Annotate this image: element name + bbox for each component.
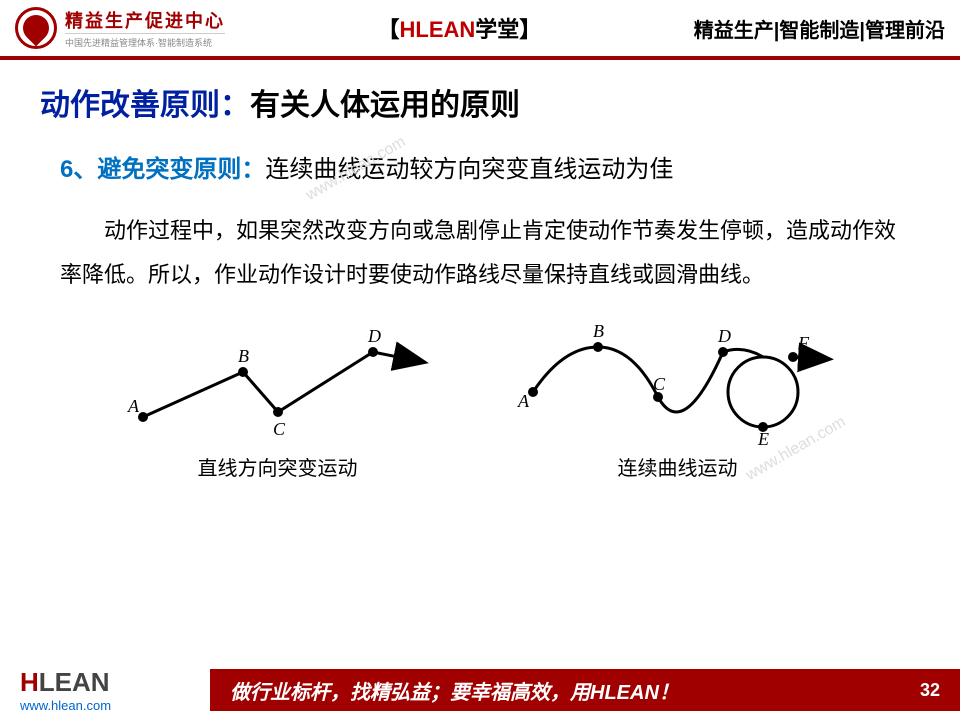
svg-text:C: C [273,419,286,439]
svg-text:B: B [593,321,604,341]
xuetang-label: 学堂 [475,17,519,42]
curve-motion-diagram: A B C D E F [508,317,848,447]
diagram-row: A B C D 直线方向突变运动 [40,317,920,481]
bracket-left: 【 [377,17,399,42]
title-blue-part: 动作改善原则： [40,89,250,122]
diagram-left-caption: 直线方向突变运动 [113,452,443,481]
footer-logo: HLEAN www.hlean.com [0,667,210,713]
footer: HLEAN www.hlean.com 做行业标杆，找精弘益；要幸福高效，用HL… [0,660,960,720]
logo-area: 精益生产促进中心 中国先进精益管理体系·智能制造系统 [15,7,225,49]
page-number: 32 [920,680,940,701]
svg-text:A: A [127,396,140,416]
header-bar: 精益生产促进中心 中国先进精益管理体系·智能制造系统 【HLEAN学堂】 精益生… [0,0,960,60]
diagram-left: A B C D 直线方向突变运动 [113,317,443,481]
svg-text:B: B [238,346,249,366]
hlean-brand: HLEAN [400,17,476,42]
principle-text: 连续曲线运动较方向突变直线运动为佳 [265,156,673,183]
footer-bar: 做行业标杆，找精弘益；要幸福高效，用HLEAN！ 32 [210,669,960,711]
body-paragraph: 动作过程中，如果突然改变方向或急剧停止肯定使动作节奏发生停顿，造成动作效率降低。… [40,209,920,297]
principle-number: 6、避免突变原则： [60,156,265,183]
svg-text:A: A [517,391,530,411]
svg-text:D: D [717,326,731,346]
header-center: 【HLEAN学堂】 [225,12,694,44]
header-right-text: 精益生产|智能制造|管理前沿 [694,14,945,43]
logo-subtitle: 中国先进精益管理体系·智能制造系统 [65,33,225,49]
page-title: 动作改善原则：有关人体运用的原则 [40,80,920,124]
svg-text:D: D [367,326,381,346]
logo-icon [15,7,57,49]
svg-text:C: C [653,374,666,394]
footer-logo-h: H [20,667,39,697]
diagram-right-caption: 连续曲线运动 [508,452,848,481]
main-content: 动作改善原则：有关人体运用的原则 6、避免突变原则：连续曲线运动较方向突变直线运… [0,60,960,491]
svg-text:E: E [757,429,769,447]
linear-motion-diagram: A B C D [113,317,443,447]
principle-heading: 6、避免突变原则：连续曲线运动较方向突变直线运动为佳 [40,149,920,184]
footer-logo-lean: LEAN [39,667,110,697]
svg-text:F: F [797,333,810,353]
footer-url: www.hlean.com [20,698,210,713]
bracket-right: 】 [519,17,541,42]
logo-title: 精益生产促进中心 [65,7,225,33]
footer-slogan: 做行业标杆，找精弘益；要幸福高效，用HLEAN！ [230,676,679,705]
title-black-part: 有关人体运用的原则 [250,89,520,122]
diagram-right: A B C D E F 连续曲线运动 [508,317,848,481]
